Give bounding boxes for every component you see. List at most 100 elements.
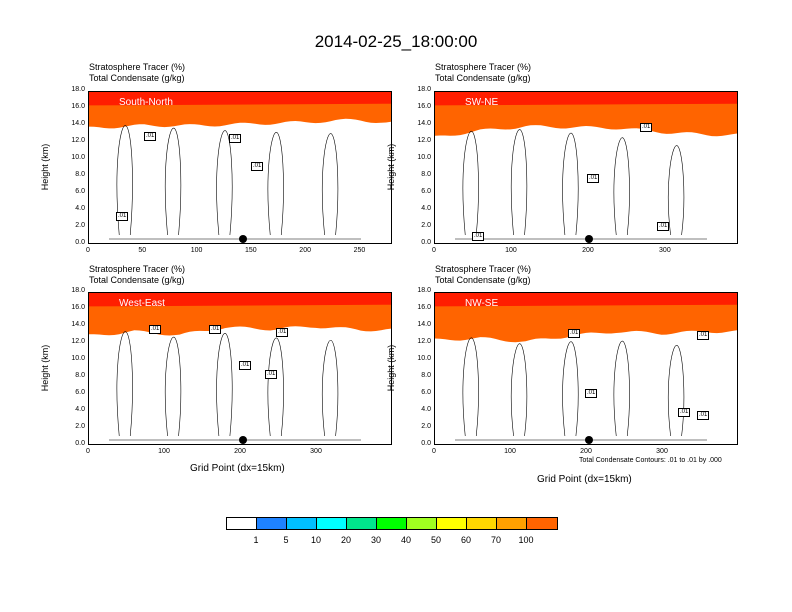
cross-section-label: NW-SE xyxy=(465,298,499,309)
plot-frame: West-East .01 .01 .01 .01 .01 xyxy=(88,292,392,445)
y-tick-label: 8.0 xyxy=(421,171,431,178)
colorbar-label: 20 xyxy=(340,535,351,545)
y-tick-label: 12.0 xyxy=(417,137,431,144)
contour-label: .01 xyxy=(640,123,653,132)
y-tick-label: 18.0 xyxy=(71,287,85,294)
plot-frame: SW-NE .01 .01 .01 .01 xyxy=(434,91,738,244)
y-tick-label: 2.0 xyxy=(75,423,85,430)
contour-label: .01 xyxy=(239,361,252,370)
x-tick-label: 0 xyxy=(86,448,90,455)
y-tick-label: 12.0 xyxy=(71,338,85,345)
y-tick-label: 6.0 xyxy=(75,188,85,195)
colorbar-swatch xyxy=(257,518,287,529)
panel-title-condensate: Total Condensate (g/kg) xyxy=(435,275,531,285)
y-tick-label: 4.0 xyxy=(75,406,85,413)
contour-label: .01 xyxy=(229,134,242,143)
y-tick-label: 14.0 xyxy=(71,321,85,328)
cross-section-label: South-North xyxy=(119,97,173,108)
colorbar-swatch xyxy=(407,518,437,529)
tracer-field xyxy=(89,92,391,240)
condensate-contour xyxy=(109,331,361,441)
contour-label: .01 xyxy=(149,325,162,334)
tracer-band xyxy=(89,293,391,307)
colorbar-label: 30 xyxy=(370,535,381,545)
contour-label: .01 xyxy=(276,328,289,337)
tracer-band xyxy=(435,92,737,106)
location-marker xyxy=(585,235,593,243)
y-tick-label: 16.0 xyxy=(71,103,85,110)
x-tick-label: 300 xyxy=(656,448,668,455)
contour-label: .01 xyxy=(209,325,222,334)
tracer-field xyxy=(89,293,391,441)
y-tick-label: 6.0 xyxy=(421,389,431,396)
y-tick-label: 12.0 xyxy=(417,338,431,345)
x-tick-label: 100 xyxy=(190,247,203,254)
y-tick-label: 16.0 xyxy=(417,304,431,311)
contour-note: Total Condensate Contours: .01 to .01 by… xyxy=(579,457,722,464)
tracer-band xyxy=(89,92,391,106)
y-axis-label: Height (km) xyxy=(386,143,396,190)
panel-title-tracer: Stratosphere Tracer (%) xyxy=(435,62,532,72)
location-marker xyxy=(239,436,247,444)
contour-label: .01 xyxy=(657,222,670,231)
x-axis-label: Grid Point (dx=15km) xyxy=(190,463,285,474)
condensate-contour xyxy=(109,125,361,240)
colorbar-label: 50 xyxy=(430,535,441,545)
colorbar-swatch xyxy=(227,518,257,529)
colorbar-swatch xyxy=(287,518,317,529)
condensate-contour xyxy=(455,129,707,240)
y-tick-label: 14.0 xyxy=(417,321,431,328)
colorbar-label: 5 xyxy=(283,535,289,545)
y-tick-label: 14.0 xyxy=(71,120,85,127)
contour-label: .01 xyxy=(265,370,278,379)
panel-title-tracer: Stratosphere Tracer (%) xyxy=(89,264,186,274)
colorbar-swatch xyxy=(497,518,527,529)
x-axis-label: Grid Point (dx=15km) xyxy=(537,474,632,485)
tracer-band xyxy=(435,293,737,307)
y-tick-label: 2.0 xyxy=(421,222,431,229)
cross-section-label: West-East xyxy=(119,298,165,309)
y-tick-label: 18.0 xyxy=(417,287,431,294)
colorbar-label: 1 xyxy=(253,535,259,545)
panel-title-tracer: Stratosphere Tracer (%) xyxy=(89,62,186,72)
y-tick-label: 10.0 xyxy=(71,355,85,362)
panel-title-condensate: Total Condensate (g/kg) xyxy=(435,73,531,83)
colorbar-swatch xyxy=(467,518,497,529)
panel-title-condensate: Total Condensate (g/kg) xyxy=(89,275,185,285)
y-tick-label: 18.0 xyxy=(71,86,85,93)
contour-label: .01 xyxy=(116,212,129,221)
y-tick-label: 18.0 xyxy=(417,86,431,93)
y-tick-label: 4.0 xyxy=(421,205,431,212)
x-tick-label: 200 xyxy=(580,448,592,455)
x-tick-label: 100 xyxy=(505,247,517,254)
y-axis-label: Height (km) xyxy=(386,344,396,391)
y-tick-label: 8.0 xyxy=(75,171,85,178)
plot-frame: NW-SE .01 .01 .01 .01 .01 xyxy=(434,292,738,445)
location-marker xyxy=(239,235,247,243)
y-tick-label: 16.0 xyxy=(71,304,85,311)
colorbar-label: 10 xyxy=(310,535,321,545)
contour-label: .01 xyxy=(251,162,264,171)
y-tick-label: 0.0 xyxy=(75,440,85,447)
y-tick-label: 0.0 xyxy=(75,239,85,246)
chart-title: 2014-02-25_18:00:00 xyxy=(314,32,478,51)
tracer-field xyxy=(435,293,737,441)
contour-label: .01 xyxy=(568,329,581,338)
y-axis-label: Height (km) xyxy=(40,344,50,391)
plot-frame: South-North .01 .01 .01 .01 xyxy=(88,91,392,244)
contour-label: .01 xyxy=(678,408,691,417)
cross-section-label: SW-NE xyxy=(465,97,499,108)
colorbar xyxy=(226,517,558,530)
colorbar-label: 40 xyxy=(400,535,411,545)
x-tick-label: 200 xyxy=(582,247,594,254)
y-tick-label: 10.0 xyxy=(417,154,431,161)
y-tick-label: 6.0 xyxy=(421,188,431,195)
y-tick-label: 0.0 xyxy=(421,440,431,447)
condensate-contour xyxy=(455,337,707,441)
colorbar-swatch xyxy=(437,518,467,529)
y-tick-label: 6.0 xyxy=(75,389,85,396)
contour-label: .01 xyxy=(144,132,157,141)
colorbar-swatch xyxy=(317,518,347,529)
x-tick-label: 100 xyxy=(504,448,516,455)
colorbar-swatch xyxy=(527,518,557,529)
